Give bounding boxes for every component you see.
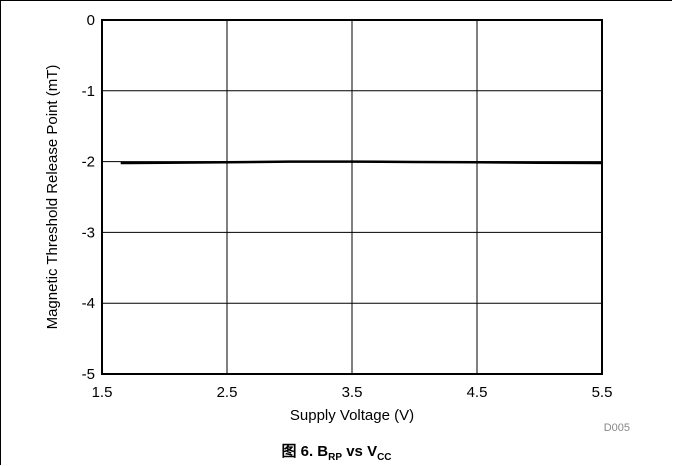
plot-area-border: [101, 19, 603, 375]
x-tick-label: 5.5: [592, 384, 613, 401]
caption-prefix: 图 6. B: [281, 443, 329, 460]
series-layer: [120, 160, 603, 165]
x-tick-label: 1.5: [92, 384, 113, 401]
y-tick-label: -5: [82, 366, 95, 383]
y-tick-label: -3: [82, 224, 95, 241]
line-chart: 1.5 2.5 3.5 4.5 5.5 0 -1 -2 -3 -4 -5 Supply Voltag…: [44, 12, 630, 434]
x-tick-label: 4.5: [467, 384, 488, 401]
y-tick-label: -4: [82, 295, 95, 312]
caption-mid: vs V: [342, 443, 378, 460]
caption-sub-cc: CC: [377, 452, 392, 463]
x-axis-label: Supply Voltage (V): [290, 407, 414, 424]
y-tick-label: -2: [82, 154, 95, 171]
x-tick-label: 2.5: [217, 384, 238, 401]
y-axis-label: Magnetic Threshold Release Point (mT): [44, 65, 61, 330]
x-tick-label: 3.5: [342, 384, 363, 401]
grid-layer: [101, 19, 603, 375]
watermark-code: D005: [604, 422, 630, 434]
y-tick-label: 0: [87, 12, 95, 29]
tick-label-layer: 1.5 2.5 3.5 4.5 5.5 0 -1 -2 -3 -4 -5: [82, 12, 613, 401]
series-line: [120, 160, 603, 165]
caption-sub-rp: RP: [328, 452, 343, 463]
figure-caption: 图 6. BRP vs VCC: [0, 440, 673, 463]
y-tick-label: -1: [82, 83, 95, 100]
